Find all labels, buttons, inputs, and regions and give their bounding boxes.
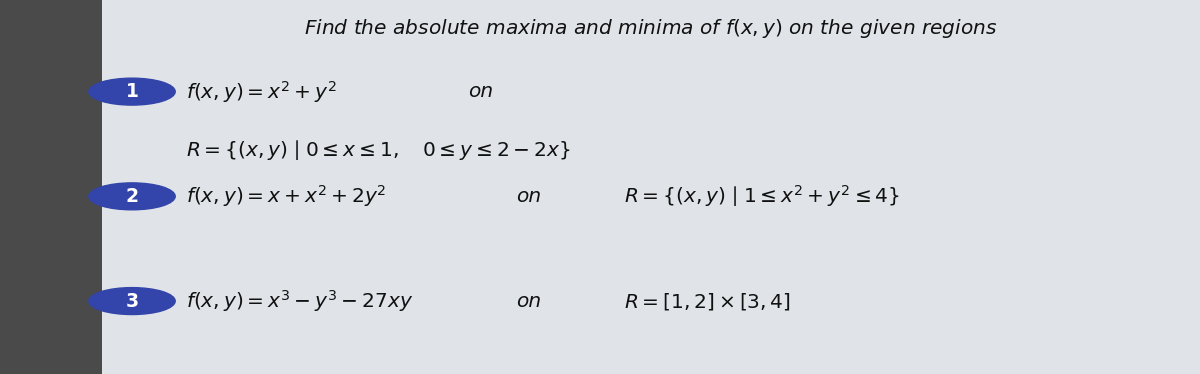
Text: on: on xyxy=(468,82,493,101)
Circle shape xyxy=(89,288,175,315)
Text: $R = \{(x,y) \mid 0 \leq x \leq 1, \quad 0 \leq y \leq 2 - 2x\}$: $R = \{(x,y) \mid 0 \leq x \leq 1, \quad… xyxy=(186,138,571,162)
Text: 3: 3 xyxy=(126,292,138,310)
FancyBboxPatch shape xyxy=(102,0,1200,374)
Text: $f(x, y) = x + x^2 + 2y^2$: $f(x, y) = x + x^2 + 2y^2$ xyxy=(186,183,386,209)
Text: on: on xyxy=(516,187,541,206)
Circle shape xyxy=(89,78,175,105)
Text: 1: 1 xyxy=(126,82,138,101)
Text: on: on xyxy=(516,292,541,310)
Text: $f(x, y) = x^2 + y^2$: $f(x, y) = x^2 + y^2$ xyxy=(186,79,337,105)
Circle shape xyxy=(89,183,175,210)
Text: 2: 2 xyxy=(126,187,138,206)
Text: $R = \{(x, y) \mid 1 \leq x^2 + y^2 \leq 4\}$: $R = \{(x, y) \mid 1 \leq x^2 + y^2 \leq… xyxy=(624,183,900,209)
Text: $f(x, y) = x^3 - y^3 - 27xy$: $f(x, y) = x^3 - y^3 - 27xy$ xyxy=(186,288,413,314)
Text: $R = [1, 2] \times [3, 4]$: $R = [1, 2] \times [3, 4]$ xyxy=(624,291,791,312)
Text: Find the absolute maxima and minima of $f(x, y)$ on the given regions: Find the absolute maxima and minima of $… xyxy=(305,17,997,40)
